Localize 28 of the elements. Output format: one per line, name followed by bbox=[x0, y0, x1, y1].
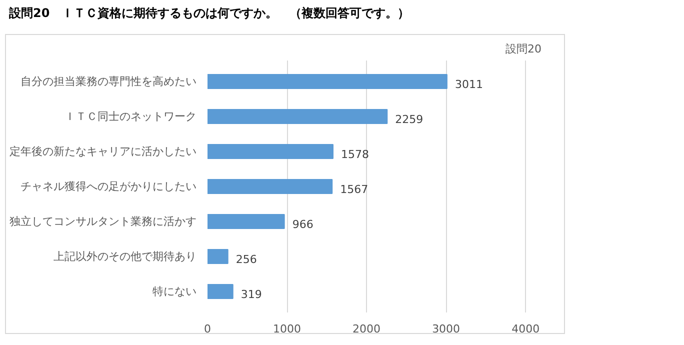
y-tick-label: チャネル獲得への足がかりにしたい bbox=[20, 180, 196, 193]
y-tick-label: 特にない bbox=[152, 285, 196, 298]
y-tick-label: ＩＴＣ同士のネットワーク bbox=[64, 110, 196, 123]
y-tick-label: 自分の担当業務の専門性を高めたい bbox=[20, 75, 196, 88]
data-label: 966 bbox=[292, 218, 314, 231]
data-label: 1578 bbox=[340, 148, 369, 161]
bar bbox=[208, 284, 234, 299]
data-label: 256 bbox=[236, 253, 257, 266]
chart-title: 設問20 ＩＴＣ資格に期待するものは何ですか。 （複数回答可です。） bbox=[9, 5, 410, 22]
data-label: 319 bbox=[240, 288, 262, 301]
x-tick-label: 0 bbox=[204, 322, 211, 336]
x-tick-label: 3000 bbox=[432, 322, 460, 336]
bar bbox=[208, 109, 388, 124]
y-tick-label: 定年後の新たなキャリアに活かしたい bbox=[10, 145, 196, 158]
data-label: 1567 bbox=[340, 183, 368, 196]
x-tick-label: 2000 bbox=[352, 322, 381, 336]
data-label: 2259 bbox=[395, 113, 424, 126]
data-label: 3011 bbox=[454, 78, 483, 91]
chart-subtitle: 設問20 bbox=[506, 42, 542, 56]
bar bbox=[208, 214, 285, 229]
bar bbox=[208, 249, 228, 264]
bar bbox=[208, 74, 448, 89]
x-tick-label: 4000 bbox=[512, 322, 540, 336]
y-tick-label: 独立してコンサルタント業務に活かす bbox=[10, 215, 196, 228]
y-tick-label: 上記以外のその他で期待あり bbox=[54, 250, 196, 263]
x-tick-label: 1000 bbox=[273, 322, 302, 336]
bar bbox=[208, 179, 333, 194]
bar bbox=[208, 144, 334, 159]
